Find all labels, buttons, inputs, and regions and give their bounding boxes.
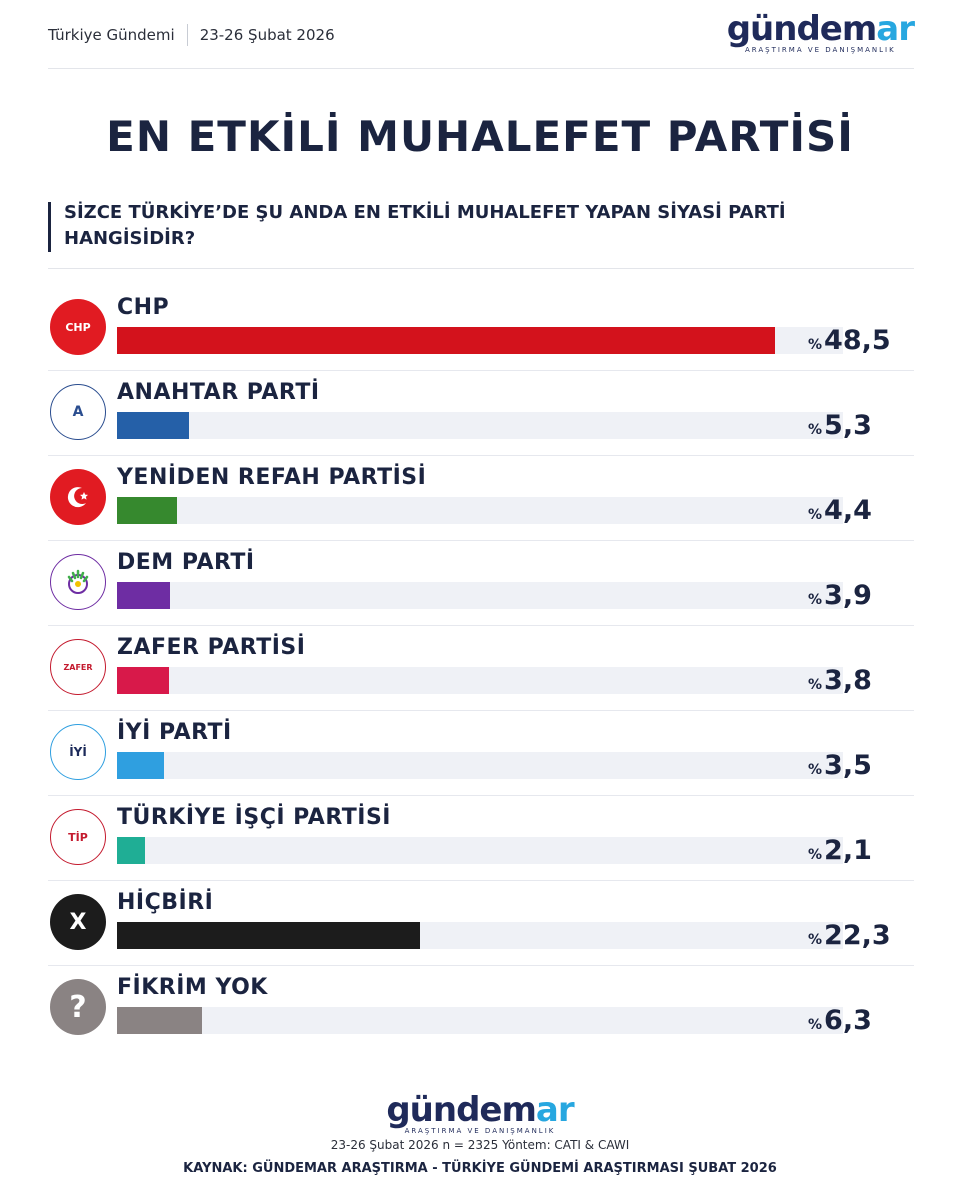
value-label: %3,5 [808,750,872,781]
percent-sign: % [808,1017,823,1033]
header-left: Türkiye Gündemi 23-26 Şubat 2026 [48,24,335,46]
category-label: DEM PARTİ [117,550,255,575]
category-label: CHP [117,295,170,320]
iyi-parti-logo-icon: İYİ [50,724,106,780]
footer-logo-tagline: ARAŞTIRMA VE DANIŞMANLIK [404,1127,556,1135]
bar [117,327,776,354]
category-label: TÜRKİYE İŞÇİ PARTİSİ [117,805,391,830]
question-accent-bar [48,202,51,252]
value-label: %48,5 [808,325,891,356]
footer-logo-wordmark: gündemar [386,1090,575,1130]
survey-question: SİZCE TÜRKİYE’DE ŞU ANDA EN ETKİLİ MUHAL… [48,198,914,269]
category-label: FİKRİM YOK [117,975,268,1000]
chart-row: A ANAHTAR PARTİ %5,3 [48,370,914,456]
percent-sign: % [808,762,823,778]
percent-sign: % [808,932,823,948]
value-number: 22,3 [824,920,891,951]
percent-sign: % [808,337,823,353]
percent-sign: % [808,507,823,523]
value-label: %3,8 [808,665,872,696]
page-title: EN ETKİLİ MUHALEFET PARTİSİ [106,112,854,161]
value-number: 3,9 [824,580,872,611]
yeniden-refah-logo-icon [50,469,106,525]
value-label: %4,4 [808,495,872,526]
header-separator [186,24,188,46]
percent-sign: % [808,592,823,608]
category-label: YENİDEN REFAH PARTİSİ [117,465,427,490]
footer-logo-word-accent: ar [535,1090,575,1130]
value-number: 2,1 [824,835,872,866]
logo-tagline: ARAŞTIRMA VE DANIŞMANLIK [744,46,896,54]
header: Türkiye Gündemi 23-26 Şubat 2026 gündema… [48,0,915,69]
gundemar-logo-top: gündemar ARAŞTIRMA VE DANIŞMANLIK [726,9,915,54]
footer-logo-word-main: gündem [386,1090,537,1130]
value-label: %2,1 [808,835,872,866]
value-number: 4,4 [824,495,872,526]
category-label: ZAFER PARTİSİ [117,635,306,660]
logo-wordmark: gündemar [726,9,915,49]
method-note: 23-26 Şubat 2026 n = 2325 Yöntem: CATI &… [330,1138,630,1152]
bar [117,582,170,609]
chp-logo-icon: CHP [50,299,106,355]
header-title: Türkiye Gündemi [48,26,175,44]
tip-logo-icon: TİP [50,809,106,865]
value-number: 6,3 [824,1005,872,1036]
bar-track [117,412,843,439]
percent-sign: % [808,677,823,693]
bar [117,1007,203,1034]
chart-row: ZAFER ZAFER PARTİSİ %3,8 [48,625,914,711]
question-text: SİZCE TÜRKİYE’DE ŞU ANDA EN ETKİLİ MUHAL… [64,202,786,249]
value-number: 3,8 [824,665,872,696]
zafer-partisi-logo-icon: ZAFER [50,639,106,695]
value-label: %5,3 [808,410,872,441]
category-label: İYİ PARTİ [117,720,232,745]
bar-track [117,837,843,864]
bar-track [117,752,843,779]
chart-row: CHP CHP %48,5 [48,285,914,371]
source-note: KAYNAK: GÜNDEMAR ARAŞTIRMA - TÜRKİYE GÜN… [183,1161,777,1176]
value-number: 48,5 [824,325,891,356]
x-icon: X [50,894,106,950]
dem-parti-logo-icon [50,554,106,610]
chart-row: TİP TÜRKİYE İŞÇİ PARTİSİ %2,1 [48,795,914,881]
chart-row: YENİDEN REFAH PARTİSİ %4,4 [48,455,914,541]
category-label: HİÇBİRİ [117,890,214,915]
category-label: ANAHTAR PARTİ [117,380,320,405]
bar [117,837,146,864]
chart-row: İYİ İYİ PARTİ %3,5 [48,710,914,796]
logo-word-accent: ar [876,9,915,49]
gundemar-logo-bottom: gündemar ARAŞTIRMA VE DANIŞMANLIK [0,1093,960,1135]
bar-track [117,667,843,694]
bar-track [117,582,843,609]
bar [117,667,169,694]
value-number: 5,3 [824,410,872,441]
bar [117,922,420,949]
bar-track [117,327,843,354]
chart-row: X HİÇBİRİ %22,3 [48,880,914,966]
bar [117,497,177,524]
chart-row: ? FİKRİM YOK %6,3 [48,965,914,1050]
bar-track [117,922,843,949]
bar-track [117,1007,843,1034]
bar [117,752,165,779]
bar [117,412,189,439]
percent-sign: % [808,847,823,863]
header-date: 23-26 Şubat 2026 [199,26,335,44]
logo-word-main: gündem [726,9,878,49]
chart-row: DEM PARTİ %3,9 [48,540,914,626]
value-number: 3,5 [824,750,872,781]
value-label: %6,3 [808,1005,872,1036]
bar-chart: CHP CHP %48,5 A ANAHTAR PARTİ %5,3 YENİDEN REF… [48,285,914,1050]
bar-track [117,497,843,524]
question-mark-icon: ? [50,979,106,1035]
percent-sign: % [808,422,823,438]
value-label: %22,3 [808,920,891,951]
anahtar-parti-logo-icon: A [50,384,106,440]
value-label: %3,9 [808,580,872,611]
